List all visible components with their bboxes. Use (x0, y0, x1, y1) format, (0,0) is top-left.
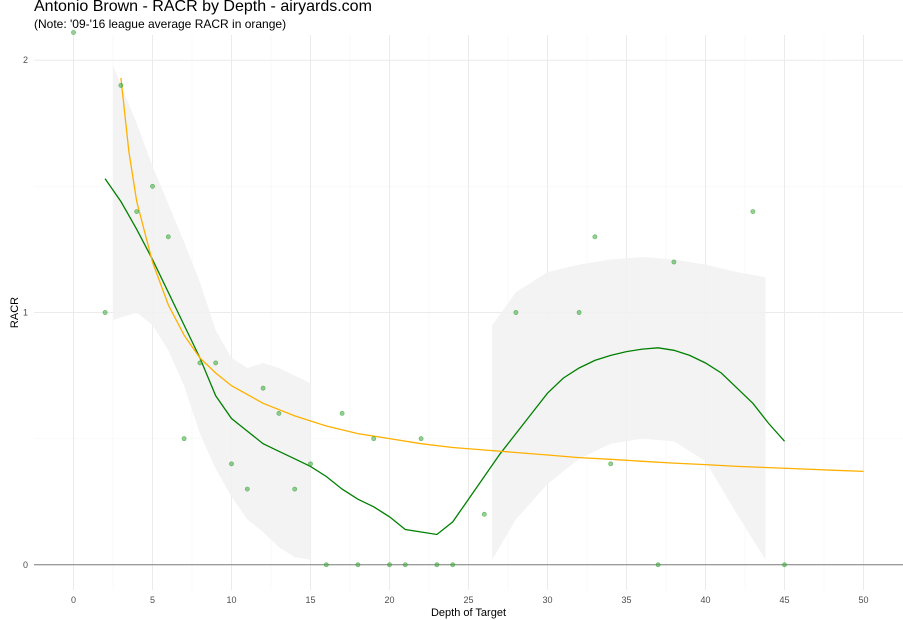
data-point (213, 360, 219, 366)
x-tick-label: 20 (384, 595, 394, 605)
data-point (671, 259, 677, 265)
x-tick-label: 15 (305, 595, 315, 605)
data-point (308, 461, 313, 467)
data-point (655, 562, 661, 568)
data-point (229, 461, 234, 467)
data-point (576, 310, 582, 315)
data-point (592, 234, 598, 240)
chart-title: Antonio Brown - RACR by Depth - airyards… (34, 0, 372, 15)
data-point (181, 436, 187, 442)
x-tick-label: 45 (779, 595, 789, 605)
data-point (339, 411, 345, 416)
data-point (292, 486, 298, 492)
smooth-line (104, 178, 785, 536)
confidence-ribbon (492, 257, 766, 560)
x-tick-label: 0 (71, 595, 76, 605)
y-tick-label: 0 (23, 560, 28, 570)
data-point (197, 360, 203, 366)
y-tick-label: 1 (23, 308, 28, 318)
chart-subtitle: (Note: '09-'16 league average RACR in or… (34, 17, 287, 31)
data-point (244, 486, 250, 492)
data-point (165, 234, 171, 240)
data-point (102, 310, 108, 315)
data-point (418, 436, 424, 442)
data-point (371, 436, 377, 442)
data-point (481, 511, 487, 517)
data-point (450, 562, 456, 568)
data-point (750, 209, 756, 214)
data-point (323, 562, 329, 568)
data-point (608, 461, 614, 467)
data-point (387, 562, 392, 568)
x-tick-label: 50 (858, 595, 868, 605)
x-tick-label: 10 (226, 595, 236, 605)
data-point (434, 562, 440, 568)
x-tick-label: 40 (700, 595, 710, 605)
league-average-line (120, 77, 864, 473)
data-point (402, 562, 408, 568)
data-point (150, 183, 155, 189)
data-point (276, 411, 282, 416)
x-axis-label: Depth of Target (431, 607, 506, 619)
y-tick-label: 2 (23, 55, 28, 65)
confidence-ribbon (113, 65, 311, 560)
x-tick-label: 30 (542, 595, 552, 605)
data-point (118, 83, 124, 88)
data-point (260, 385, 266, 391)
data-point (71, 30, 76, 35)
x-tick-label: 25 (463, 595, 473, 605)
data-point (355, 562, 361, 568)
data-point (513, 310, 519, 315)
y-axis-label: RACR (9, 297, 21, 328)
x-tick-label: 5 (150, 595, 155, 605)
x-tick-label: 35 (621, 595, 631, 605)
data-point (782, 562, 787, 568)
data-point (134, 209, 140, 214)
